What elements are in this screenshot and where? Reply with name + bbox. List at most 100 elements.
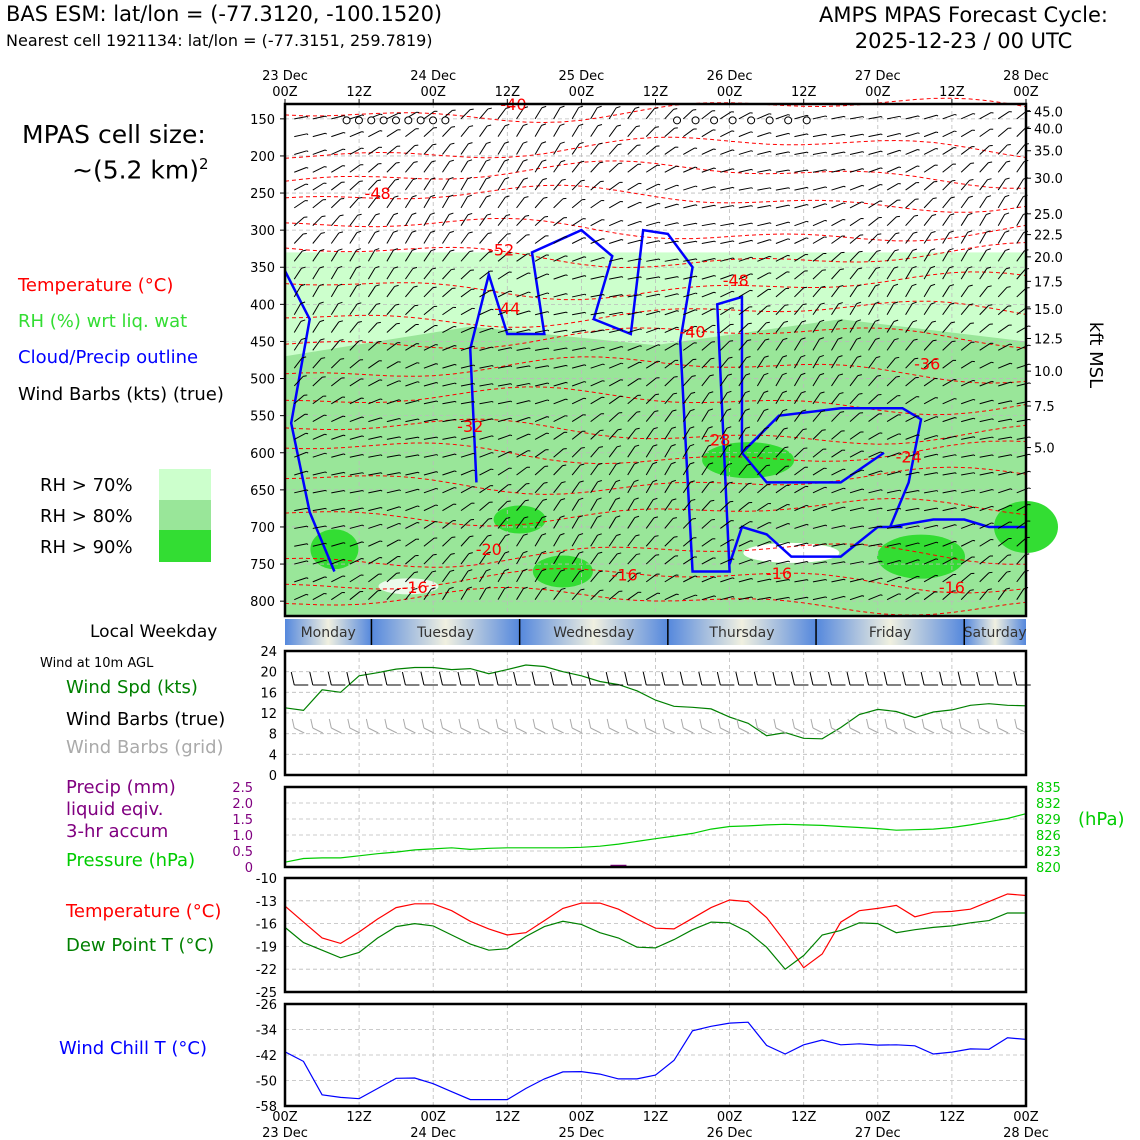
wind-barb [794, 151, 808, 155]
wind-barb [571, 516, 580, 529]
wind-barb-grid-flag [569, 718, 573, 729]
wind-barb [312, 285, 320, 298]
wind-barb [664, 326, 677, 334]
wind-barb [1016, 418, 1030, 423]
wind-barb-flag [806, 220, 809, 223]
wind-barb [386, 454, 400, 458]
wind-barb [572, 293, 585, 298]
wind-barb-flag [473, 452, 476, 455]
wind-barb-flag [1006, 160, 1011, 163]
wind-barb-flag [598, 570, 603, 573]
wind-barb [757, 187, 771, 191]
legend-rh70: RH > 70% [40, 475, 133, 496]
bottom-hour-label: 12Z [791, 1110, 817, 1125]
wind-barb [979, 162, 989, 173]
wind-barb [590, 396, 603, 405]
wind-barb [756, 428, 766, 440]
wind-barb [997, 268, 1007, 280]
wind-barb-flag [578, 497, 584, 501]
wind-barb-grid-flag [514, 718, 518, 729]
wind-barb-grid-flag [958, 718, 962, 729]
wind-barb-flag [726, 390, 732, 394]
wind-barb [701, 463, 710, 476]
wind-barb [572, 347, 585, 351]
wind-barb [368, 163, 379, 173]
wind-barb-flag [431, 587, 436, 590]
temperature-contour-15 [284, 543, 1026, 568]
wind-barb [868, 560, 882, 565]
wind-barb-flag [766, 321, 770, 324]
wind-barb [646, 202, 659, 209]
wind-barb-flag [713, 291, 716, 294]
label-wind-speed: Wind Spd (kts) [66, 677, 198, 698]
wind-barb [886, 395, 898, 405]
wind-barb [627, 481, 635, 494]
wind-barb-flag [912, 248, 918, 251]
wind-barb [534, 273, 548, 280]
wind-barb [608, 395, 621, 405]
wind-barb [775, 392, 783, 405]
height-tick-label: 35.0 [1034, 145, 1063, 160]
wind-barb-flag [950, 196, 955, 199]
wind-barb [812, 338, 820, 351]
wind-barb-grid-flag [439, 718, 443, 729]
wind-barb [608, 553, 618, 565]
wind-barb [645, 377, 657, 387]
wind-barb-flag [491, 327, 494, 330]
label-windchill: Wind Chill T (°C) [59, 1038, 207, 1059]
wind-barb [553, 552, 561, 565]
temperature-label-3: -52 [488, 240, 514, 259]
wind-barb-flag [747, 463, 752, 466]
wind-barb-flag [677, 276, 679, 278]
bottom-hour-label: 12Z [346, 1110, 372, 1125]
wind-barb [757, 560, 771, 565]
wind-barb [442, 196, 450, 209]
pressure-tick-label: 832 [1036, 797, 1061, 812]
wind-barb-flag [895, 356, 900, 359]
temperature-contour-2 [284, 160, 1026, 189]
wind-barb-flag [356, 248, 361, 251]
wind-barb-flag [806, 561, 809, 563]
wind-barb-true-flag [531, 671, 536, 686]
wind-barb-flag [765, 338, 770, 341]
wind-barb [571, 534, 580, 547]
wind-barb-flag [751, 596, 753, 599]
wind-barb-flag [948, 248, 954, 251]
wind-barb-flag [603, 275, 605, 278]
wind-barb-flag [991, 522, 994, 524]
height-axis-label: kft MSL [1085, 322, 1106, 388]
wind-barb [460, 401, 474, 405]
wind-barb [738, 446, 747, 458]
wind-barb [479, 365, 493, 369]
wind-barb [330, 303, 339, 316]
wind-barb-flag [584, 381, 587, 383]
wind-barb [812, 169, 826, 173]
wind-barb-flag [856, 319, 862, 322]
wind-barb [997, 343, 1010, 351]
bottom-hour-label: 00Z [1013, 1110, 1039, 1125]
wind-barb [516, 253, 528, 262]
temperature-label-10: -24 [896, 447, 922, 466]
wind-barb [312, 559, 326, 565]
wind-barb [293, 250, 303, 262]
wind-barb [942, 130, 955, 138]
wind-barb [572, 364, 585, 369]
wind-barb-flag [653, 516, 659, 519]
wind-barb-flag [325, 525, 327, 528]
wind-barb [405, 362, 418, 369]
wind-barb-flag [1029, 382, 1031, 385]
wind-barb [608, 379, 621, 387]
wind-barb [701, 204, 715, 209]
wind-barb-flag [541, 568, 547, 572]
wind-barb-grid [757, 727, 768, 734]
wind-barb-flag [356, 230, 362, 234]
wind-barb [368, 130, 381, 138]
wind-barb-flag [837, 337, 843, 340]
wind-barb [905, 198, 916, 209]
wind-barb [775, 151, 789, 155]
temperature-contour-13 [284, 466, 1027, 495]
wind-barb-flag [769, 222, 772, 224]
wind-barb [812, 286, 822, 298]
wind-barb-grid [812, 727, 824, 734]
wind-barb [997, 324, 1010, 333]
